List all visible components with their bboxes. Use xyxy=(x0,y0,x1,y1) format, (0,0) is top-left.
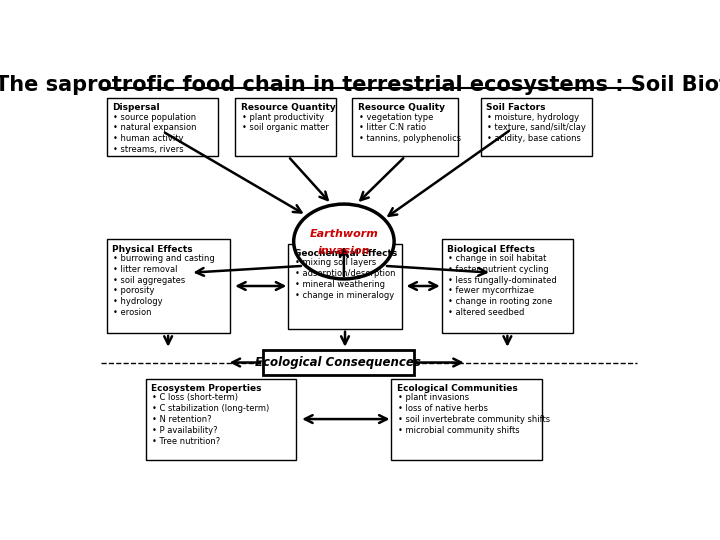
Text: • change in rooting zone: • change in rooting zone xyxy=(449,297,553,306)
FancyBboxPatch shape xyxy=(235,98,336,156)
FancyBboxPatch shape xyxy=(107,239,230,333)
Text: • C stabilization (long-term): • C stabilization (long-term) xyxy=(153,404,270,413)
Text: invasion: invasion xyxy=(318,246,370,255)
Text: • P availability?: • P availability? xyxy=(153,426,218,435)
Text: • adsorption/desorption: • adsorption/desorption xyxy=(294,269,395,278)
Text: • Tree nutrition?: • Tree nutrition? xyxy=(153,436,221,446)
Text: • porosity: • porosity xyxy=(114,286,155,295)
FancyBboxPatch shape xyxy=(481,98,592,156)
Text: • hydrology: • hydrology xyxy=(114,297,163,306)
Text: • altered seedbed: • altered seedbed xyxy=(449,308,525,317)
Text: • change in soil habitat: • change in soil habitat xyxy=(449,254,546,263)
Text: • tannins, polyphenolics: • tannins, polyphenolics xyxy=(359,134,461,143)
FancyBboxPatch shape xyxy=(145,379,297,460)
FancyBboxPatch shape xyxy=(107,98,218,156)
FancyBboxPatch shape xyxy=(392,379,542,460)
Text: Resource Quality: Resource Quality xyxy=(358,104,445,112)
Text: • soil organic matter: • soil organic matter xyxy=(242,124,328,132)
Text: • less fungally-dominated: • less fungally-dominated xyxy=(449,275,557,285)
Circle shape xyxy=(294,204,394,279)
Text: • litter removal: • litter removal xyxy=(114,265,178,274)
Text: Biological Effects: Biological Effects xyxy=(447,245,535,254)
Text: Soil Factors: Soil Factors xyxy=(486,104,546,112)
Text: • C loss (short-term): • C loss (short-term) xyxy=(153,393,238,402)
FancyBboxPatch shape xyxy=(263,350,414,375)
Text: • fewer mycorrhizae: • fewer mycorrhizae xyxy=(449,286,534,295)
Text: • loss of native herbs: • loss of native herbs xyxy=(398,404,488,413)
Text: Earthworm: Earthworm xyxy=(310,229,378,239)
Text: • acidity, base cations: • acidity, base cations xyxy=(487,134,581,143)
Text: • vegetation type: • vegetation type xyxy=(359,113,433,122)
Text: • burrowing and casting: • burrowing and casting xyxy=(114,254,215,263)
Text: • moisture, hydrology: • moisture, hydrology xyxy=(487,113,580,122)
Text: The saprotrofic food chain in terrestrial ecosystems : Soil Biota: The saprotrofic food chain in terrestria… xyxy=(0,75,720,95)
Text: • mixing soil layers: • mixing soil layers xyxy=(294,258,376,267)
Text: • faster nutrient cycling: • faster nutrient cycling xyxy=(449,265,549,274)
Text: • human activity: • human activity xyxy=(114,134,184,143)
Text: Resource Quantity: Resource Quantity xyxy=(240,104,336,112)
Text: • plant invasions: • plant invasions xyxy=(398,393,469,402)
Text: • natural expansion: • natural expansion xyxy=(114,124,197,132)
FancyBboxPatch shape xyxy=(441,239,572,333)
Text: • streams, rivers: • streams, rivers xyxy=(114,145,184,154)
Text: • soil aggregates: • soil aggregates xyxy=(114,275,186,285)
Text: • microbial community shifts: • microbial community shifts xyxy=(398,426,520,435)
Text: Ecological Consequences: Ecological Consequences xyxy=(256,356,421,369)
Text: Dispersal: Dispersal xyxy=(112,104,160,112)
Text: • plant productivity: • plant productivity xyxy=(242,113,324,122)
Text: • mineral weathering: • mineral weathering xyxy=(294,280,384,289)
Text: • change in mineralogy: • change in mineralogy xyxy=(294,291,394,300)
Text: Ecological Communities: Ecological Communities xyxy=(397,384,518,393)
Text: • soil invertebrate community shifts: • soil invertebrate community shifts xyxy=(398,415,550,424)
Text: Physical Effects: Physical Effects xyxy=(112,245,193,254)
FancyBboxPatch shape xyxy=(352,98,458,156)
Text: • N retention?: • N retention? xyxy=(153,415,212,424)
FancyBboxPatch shape xyxy=(288,244,402,329)
Text: • texture, sand/silt/clay: • texture, sand/silt/clay xyxy=(487,124,586,132)
Text: Geochemical Effects: Geochemical Effects xyxy=(294,249,397,258)
Text: • litter C:N ratio: • litter C:N ratio xyxy=(359,124,426,132)
Text: • erosion: • erosion xyxy=(114,308,152,317)
Text: • source population: • source population xyxy=(114,113,197,122)
Text: Ecosystem Properties: Ecosystem Properties xyxy=(151,384,262,393)
